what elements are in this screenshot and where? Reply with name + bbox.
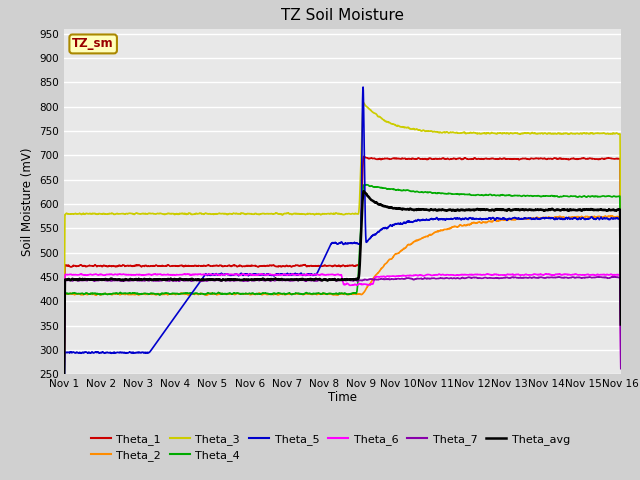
Theta_2 (617, 330, 625, 336)
Theta_1 (360, 154, 368, 159)
Theta_2 (60, 392, 68, 398)
Theta_6 (606, 272, 614, 277)
Theta_1 (60, 378, 68, 384)
Theta_6 (298, 272, 306, 278)
Theta_2 (607, 213, 615, 218)
Line: Theta_4: Theta_4 (64, 185, 621, 395)
Line: Theta_1: Theta_1 (64, 156, 621, 381)
Theta_avg (60, 385, 68, 391)
Theta_3 (124, 211, 131, 216)
Theta_5 (617, 320, 625, 325)
Text: TZ_sm: TZ_sm (72, 37, 114, 50)
Theta_6 (60, 382, 68, 388)
Theta_7 (608, 274, 616, 280)
Theta_5 (298, 271, 305, 277)
Theta_avg (298, 276, 305, 282)
Theta_6 (157, 271, 164, 277)
Theta_2 (157, 291, 164, 297)
Theta_3 (274, 211, 282, 216)
Theta_avg (617, 322, 625, 327)
Theta_7 (124, 277, 131, 283)
Theta_6 (617, 364, 625, 370)
Line: Theta_6: Theta_6 (64, 274, 621, 385)
Theta_avg (360, 188, 367, 194)
Theta_7 (617, 366, 625, 372)
Theta_3 (157, 211, 164, 216)
Theta_5 (359, 84, 367, 90)
Theta_4 (617, 318, 625, 324)
Theta_4 (274, 290, 282, 296)
Theta_4 (546, 193, 554, 199)
Theta_6 (257, 271, 265, 277)
Theta_4 (363, 182, 371, 188)
Theta_1 (157, 263, 164, 269)
Theta_7 (274, 277, 282, 283)
Theta_5 (274, 271, 282, 277)
Line: Theta_5: Theta_5 (64, 87, 621, 424)
Theta_2 (274, 292, 282, 298)
Theta_4 (157, 291, 164, 297)
Line: Theta_2: Theta_2 (64, 216, 621, 395)
Y-axis label: Soil Moisture (mV): Soil Moisture (mV) (21, 147, 34, 256)
Title: TZ Soil Moisture: TZ Soil Moisture (281, 9, 404, 24)
Theta_7 (298, 277, 305, 283)
Line: Theta_3: Theta_3 (64, 103, 621, 355)
Theta_6 (124, 272, 131, 278)
Theta_1 (274, 264, 282, 269)
Theta_5 (606, 216, 614, 222)
Theta_5 (546, 215, 554, 221)
Theta_6 (274, 272, 282, 277)
Theta_3 (298, 211, 305, 216)
Theta_2 (124, 291, 131, 297)
Theta_1 (546, 156, 554, 162)
Theta_1 (298, 263, 305, 268)
Theta_1 (606, 156, 614, 161)
Theta_3 (60, 352, 68, 358)
Theta_2 (546, 215, 554, 221)
Theta_avg (606, 207, 614, 213)
Theta_4 (298, 291, 305, 297)
Theta_3 (617, 276, 625, 282)
Theta_5 (157, 334, 164, 340)
Theta_3 (546, 130, 554, 136)
X-axis label: Time: Time (328, 391, 357, 404)
Theta_4 (606, 193, 614, 199)
Line: Theta_7: Theta_7 (64, 277, 621, 388)
Theta_avg (274, 277, 282, 283)
Theta_7 (546, 275, 554, 280)
Theta_1 (124, 263, 131, 268)
Theta_5 (60, 421, 68, 427)
Theta_1 (617, 291, 625, 297)
Theta_avg (124, 277, 131, 283)
Legend: Theta_1, Theta_2, Theta_3, Theta_4, Theta_5, Theta_6, Theta_7, Theta_avg: Theta_1, Theta_2, Theta_3, Theta_4, Thet… (86, 429, 575, 466)
Theta_7 (157, 278, 164, 284)
Theta_6 (546, 272, 554, 278)
Theta_2 (298, 291, 305, 297)
Theta_avg (546, 207, 554, 213)
Theta_4 (124, 290, 131, 296)
Theta_3 (360, 100, 367, 106)
Theta_avg (157, 276, 164, 282)
Theta_5 (124, 350, 131, 356)
Theta_4 (60, 392, 68, 397)
Theta_2 (606, 214, 614, 219)
Theta_7 (60, 385, 68, 391)
Theta_3 (606, 131, 614, 137)
Line: Theta_avg: Theta_avg (64, 191, 621, 388)
Theta_7 (606, 275, 614, 281)
